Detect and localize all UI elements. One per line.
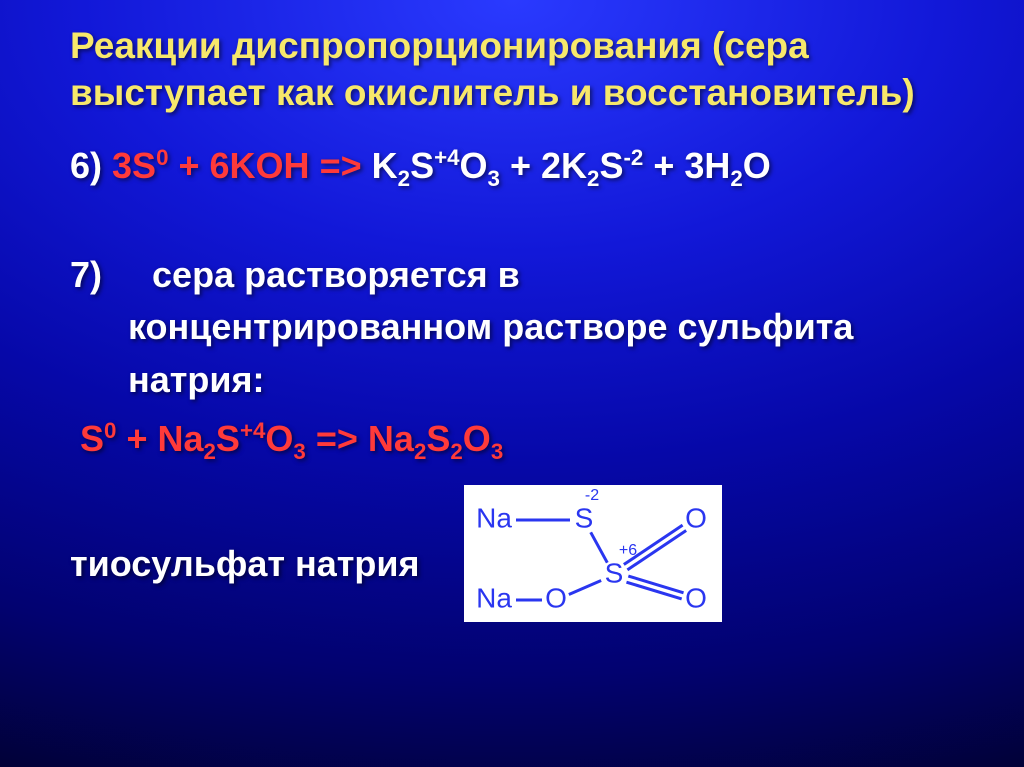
arrow-icon: => <box>320 145 372 186</box>
svg-text:Na: Na <box>476 502 512 533</box>
eq7-lhs-b: Na2S+4O3 <box>157 418 305 459</box>
eq6-lhs-b: 6KOH <box>210 145 310 186</box>
svg-text:Na: Na <box>476 582 512 613</box>
eq6-number: 6) <box>70 145 102 186</box>
text7-body: сера растворяется в <box>152 254 520 295</box>
eq6-rhs-c: 3H2O <box>684 145 770 186</box>
text-7-line2: концентрированном растворе сульфита <box>70 304 974 351</box>
svg-text:-2: -2 <box>584 487 598 504</box>
eq7-lhs-a: S0 <box>80 418 116 459</box>
slide: Реакции диспропорционирования (сера выст… <box>0 0 1024 767</box>
thiosulfate-label: тиосульфат натрия <box>70 541 420 588</box>
equation-6: 6) 3S0 + 6KOH => K2S+4O3 + 2K2S-2 + 3H2O <box>70 143 974 190</box>
eq7-rhs: Na2S2O3 <box>368 418 503 459</box>
text7-number: 7) <box>70 254 102 295</box>
svg-text:O: O <box>545 582 567 613</box>
eq6-lhs-a: 3S0 <box>112 145 168 186</box>
svg-text:O: O <box>685 502 707 533</box>
text-7-line3: натрия: <box>70 357 974 404</box>
eq6-rhs-a: K2S+4O3 <box>372 145 500 186</box>
equation-7: S0 + Na2S+4O3 => Na2S2O3 <box>70 416 974 463</box>
arrow-icon: => <box>316 418 368 459</box>
structure-row: тиосульфат натрия NaNaS-2S+6OOO <box>70 485 974 622</box>
slide-title: Реакции диспропорционирования (сера выст… <box>70 22 974 117</box>
text-7: 7) сера растворяется в <box>70 252 974 299</box>
svg-text:S: S <box>604 557 623 588</box>
eq6-rhs-b: 2K2S-2 <box>541 145 643 186</box>
svg-text:S: S <box>574 502 593 533</box>
thiosulfate-structure: NaNaS-2S+6OOO <box>464 485 722 622</box>
svg-text:+6: +6 <box>618 542 636 559</box>
svg-text:O: O <box>685 582 707 613</box>
